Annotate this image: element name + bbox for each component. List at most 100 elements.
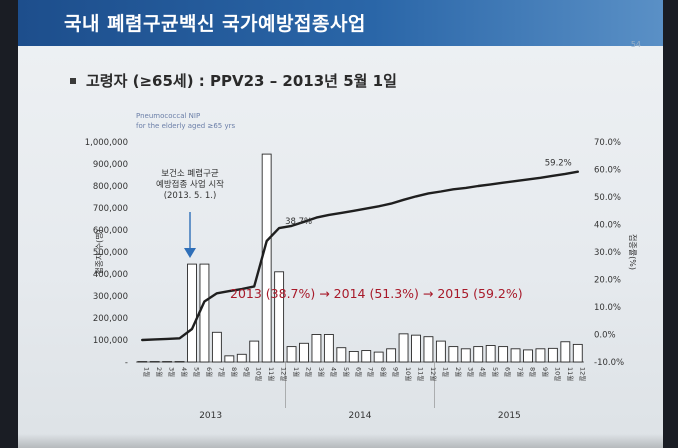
bar-month-25 [435, 340, 446, 363]
slide-bottom-shade [18, 434, 663, 448]
bar-month-3 [162, 361, 173, 363]
page-number: 54 [630, 40, 641, 49]
x-tick-label: 4월 [180, 367, 189, 377]
bar-month-10 [249, 340, 260, 363]
y-left-tick-label: 700,000 [93, 204, 128, 214]
y-right-tick-label: 50.0% [594, 193, 621, 203]
bar-series [137, 153, 583, 363]
x-tick-label: 9월 [392, 367, 401, 377]
coverage-line [141, 170, 579, 342]
coverage-chart: 1,000,000 900,000 800,000 700,000 600,000 500… [85, 112, 638, 421]
bar-month-33 [535, 348, 546, 363]
x-tick-label: 2월 [305, 367, 314, 377]
y-right-tick-label: 20.0% [594, 276, 621, 286]
year-label-2015: 2015 [498, 411, 521, 421]
bar-month-6 [199, 263, 210, 363]
chart-title-line: for the elderly aged ≥65 yrs [136, 122, 235, 130]
bar-month-36 [572, 343, 583, 363]
x-tick-label: 8월 [379, 367, 388, 377]
x-tick-label: 9월 [242, 367, 251, 377]
bar-month-18 [348, 350, 359, 363]
year-label-2013: 2013 [199, 411, 222, 421]
slide-header: 국내 폐렴구균백신 국가예방접종사업 54 [18, 0, 663, 49]
bar-month-31 [510, 348, 521, 363]
x-tick-label: 10월 [255, 367, 264, 381]
x-tick-label: 5월 [342, 367, 351, 377]
launch-arrow-head [184, 248, 196, 258]
trend-annotation: 2013 (38.7%) → 2014 (51.3%) → 2015 (59.2… [230, 286, 523, 301]
bar-month-14 [299, 342, 309, 363]
x-tick-label: 7월 [367, 367, 376, 377]
slide: 국내 폐렴구균백신 국가예방접종사업 54 고령자 (≥65세) : PPV23… [18, 0, 663, 448]
bar-month-27 [460, 348, 471, 363]
y-right-axis-title: 접종률(%) [628, 234, 638, 270]
y-left-tick-label: 500,000 [93, 248, 128, 258]
x-tick-label: 4월 [329, 367, 338, 377]
bar-month-11 [261, 153, 272, 363]
bar-month-23 [411, 334, 421, 363]
bar-month-19 [361, 350, 372, 363]
bar-month-22 [398, 333, 409, 363]
y-left-tick-label: 200,000 [93, 314, 128, 324]
x-tick-label: 3월 [168, 367, 177, 377]
y-left-tick-label: 800,000 [93, 182, 128, 192]
bar-month-21 [386, 348, 397, 363]
x-tick-label: 8월 [230, 367, 239, 377]
bar-month-17 [336, 347, 347, 363]
bar-month-16 [323, 334, 334, 363]
y-left-tick-label: 900,000 [93, 160, 128, 170]
x-tick-label: 1월 [441, 367, 450, 377]
bar-month-12 [274, 271, 285, 363]
chart-labels: Pneumococcal NIP for the elderly aged ≥65… [136, 112, 587, 421]
slide-subtitle: 고령자 (≥65세) : PPV23 – 2013년 5월 1일 [86, 72, 397, 90]
bar-month-26 [448, 346, 459, 363]
y-left-tick-label: - [125, 358, 128, 368]
y-right-tick-label: -10.0% [594, 358, 624, 368]
bar-month-29 [485, 345, 496, 363]
y-right-tick-label: 60.0% [594, 166, 621, 176]
line-series [141, 170, 579, 342]
launch-annotation-line: 예방접종 사업 시작 [156, 179, 224, 190]
bar-month-13 [286, 346, 297, 363]
x-tick-label: 5월 [193, 367, 202, 377]
x-tick-label: 6월 [354, 367, 363, 377]
bar-month-35 [560, 341, 571, 363]
bar-month-15 [311, 334, 322, 363]
x-tick-label: 12월 [280, 367, 289, 381]
y-right-tick-label: 70.0% [594, 138, 621, 148]
x-tick-label: 10월 [553, 367, 562, 381]
bar-month-20 [373, 351, 384, 363]
bar-month-2 [149, 361, 160, 363]
bar-month-4 [174, 361, 185, 363]
y-left-axis-title: 접종자 수(명) [94, 229, 104, 275]
year-label-2014: 2014 [349, 411, 372, 421]
x-tick-label: 7월 [516, 367, 525, 377]
x-tick-label: 2월 [454, 367, 463, 377]
launch-annotation-line: (2013. 5. 1.) [164, 191, 217, 201]
x-tick-label: 4월 [479, 367, 488, 377]
x-tick-label: 12월 [578, 367, 587, 381]
x-tick-label: 10월 [404, 367, 413, 381]
x-tick-label: 9월 [541, 367, 550, 377]
bar-month-5 [187, 263, 197, 363]
x-tick-label: 3월 [466, 367, 475, 377]
chart-area: 1,000,000 900,000 800,000 700,000 600,000 500… [18, 110, 663, 448]
y-left-tick-label: 400,000 [93, 270, 128, 280]
bar-month-1 [137, 361, 148, 363]
x-tick-label: 3월 [317, 367, 326, 377]
y-left-tick-label: 1,000,000 [85, 138, 128, 148]
y-left-tick-label: 100,000 [93, 336, 128, 346]
x-tick-label: 5월 [491, 367, 500, 377]
header-title: 국내 폐렴구균백신 국가예방접종사업 [64, 13, 366, 35]
chart-axes: 1,000,000 900,000 800,000 700,000 600,000 500… [85, 138, 638, 408]
x-tick-label: 6월 [504, 367, 513, 377]
launch-annotation-line: 보건소 폐렴구균 [161, 168, 219, 179]
x-tick-label: 11월 [417, 367, 426, 381]
x-tick-label: 6월 [205, 367, 214, 377]
bar-month-8 [224, 355, 235, 363]
label-38-7: 38.7% [285, 217, 312, 227]
bar-month-7 [211, 331, 222, 363]
x-tick-label: 1월 [292, 367, 301, 377]
x-tick-label: 7월 [217, 367, 226, 377]
y-right-tick-label: 30.0% [594, 248, 621, 258]
